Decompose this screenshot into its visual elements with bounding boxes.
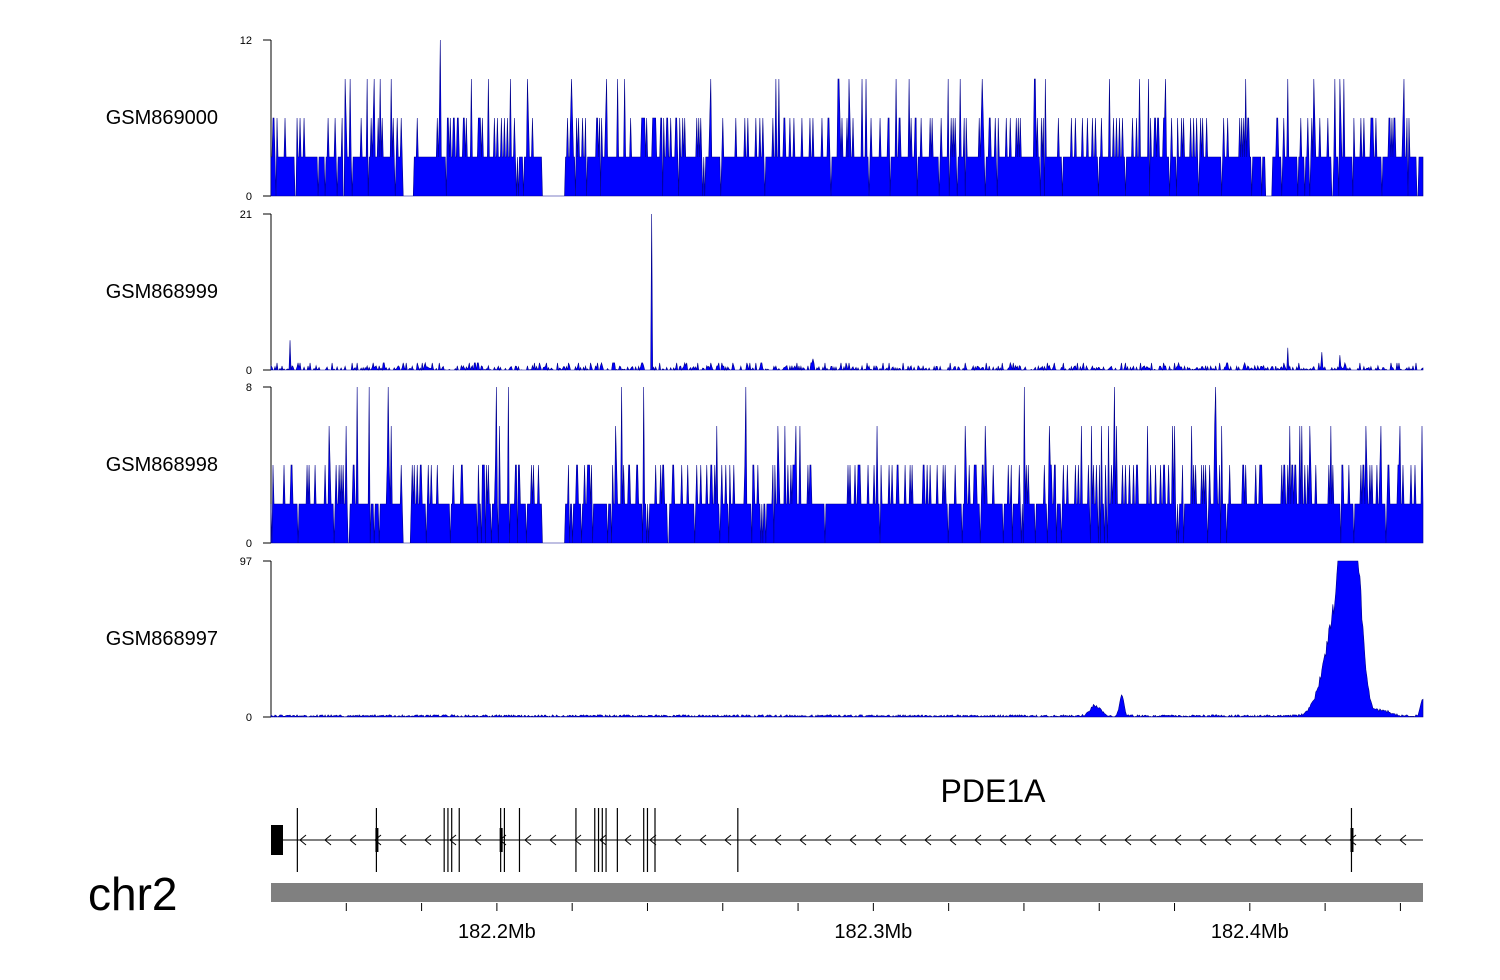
- track-gsm868997: GSM868997 97 0: [106, 556, 1424, 724]
- strand-arrow: [1299, 834, 1307, 846]
- y-tick-label-zero: 0: [246, 538, 252, 550]
- strand-arrow: [349, 834, 357, 846]
- strand-arrow: [1324, 834, 1332, 846]
- strand-arrow: [374, 834, 382, 846]
- strand-arrow: [1374, 834, 1382, 846]
- strand-arrow: [899, 834, 907, 846]
- strand-arrow: [724, 834, 732, 846]
- strand-arrow: [649, 834, 657, 846]
- strand-arrow: [1024, 834, 1032, 846]
- strand-arrow: [999, 834, 1007, 846]
- signal-area: [270, 39, 1424, 197]
- strand-arrow: [474, 834, 482, 846]
- strand-arrow: [299, 834, 307, 846]
- gene-track: PDE1A: [271, 773, 1423, 872]
- y-tick-label-zero: 0: [246, 365, 252, 377]
- y-tick-label-zero: 0: [246, 712, 252, 724]
- strand-arrow: [1124, 834, 1132, 846]
- strand-arrow: [524, 834, 532, 846]
- signal-area: [270, 386, 1424, 544]
- chromosome-bar: [271, 883, 1423, 902]
- track-label: GSM869000: [106, 107, 218, 129]
- strand-arrow: [749, 834, 757, 846]
- strand-arrow: [1249, 834, 1257, 846]
- y-tick-label-zero: 0: [246, 191, 252, 203]
- strand-arrow: [624, 834, 632, 846]
- strand-arrow: [1049, 834, 1057, 846]
- genome-tick-label: 182.4Mb: [1211, 921, 1289, 943]
- signal-area: [270, 560, 1424, 718]
- gene-name-label: PDE1A: [941, 773, 1047, 809]
- strand-arrow: [1224, 834, 1232, 846]
- track-gsm868998: GSM868998 8 0: [106, 382, 1424, 550]
- track-label: GSM868998: [106, 454, 218, 476]
- strand-arrow: [849, 834, 857, 846]
- strand-arrow: [699, 834, 707, 846]
- strand-arrow: [799, 834, 807, 846]
- track-label: GSM868997: [106, 628, 218, 650]
- strand-arrow: [974, 834, 982, 846]
- strand-arrow: [1274, 834, 1282, 846]
- strand-arrow: [1349, 834, 1357, 846]
- exon-block: [271, 825, 283, 855]
- strand-arrow: [1149, 834, 1157, 846]
- strand-arrow: [874, 834, 882, 846]
- y-tick-label-max: 12: [240, 35, 252, 47]
- strand-arrow: [1074, 834, 1082, 846]
- strand-arrow: [324, 834, 332, 846]
- strand-arrow: [1199, 834, 1207, 846]
- signal-area: [270, 213, 1424, 372]
- strand-arrow: [574, 834, 582, 846]
- strand-arrow: [1174, 834, 1182, 846]
- strand-arrow: [424, 834, 432, 846]
- y-tick-label-max: 8: [246, 382, 252, 394]
- strand-arrow: [399, 834, 407, 846]
- chromosome-label: chr2: [88, 868, 177, 920]
- y-tick-label-max: 97: [240, 556, 252, 568]
- strand-arrow: [1399, 834, 1407, 846]
- strand-arrow: [449, 834, 457, 846]
- strand-arrow: [549, 834, 557, 846]
- strand-arrow: [924, 834, 932, 846]
- exon-block: [1350, 828, 1354, 852]
- track-gsm869000: GSM869000 12 0: [106, 35, 1424, 203]
- exon-block: [499, 828, 503, 852]
- genome-tick-label: 182.2Mb: [458, 921, 536, 943]
- strand-arrow: [1099, 834, 1107, 846]
- track-gsm868999: GSM868999 21 0: [106, 209, 1424, 377]
- strand-arrow: [824, 834, 832, 846]
- y-tick-label-max: 21: [240, 209, 252, 221]
- strand-arrow: [599, 834, 607, 846]
- exon-block: [375, 828, 379, 852]
- genome-axis: chr2 182.2Mb 182.3Mb 182.4Mb: [88, 868, 1423, 943]
- signal-tracks: GSM869000120GSM868999210GSM86899880GSM86…: [106, 35, 1424, 724]
- strand-arrow: [774, 834, 782, 846]
- strand-arrow: [674, 834, 682, 846]
- genome-tick-label: 182.3Mb: [834, 921, 912, 943]
- track-label: GSM868999: [106, 281, 218, 303]
- strand-arrow: [949, 834, 957, 846]
